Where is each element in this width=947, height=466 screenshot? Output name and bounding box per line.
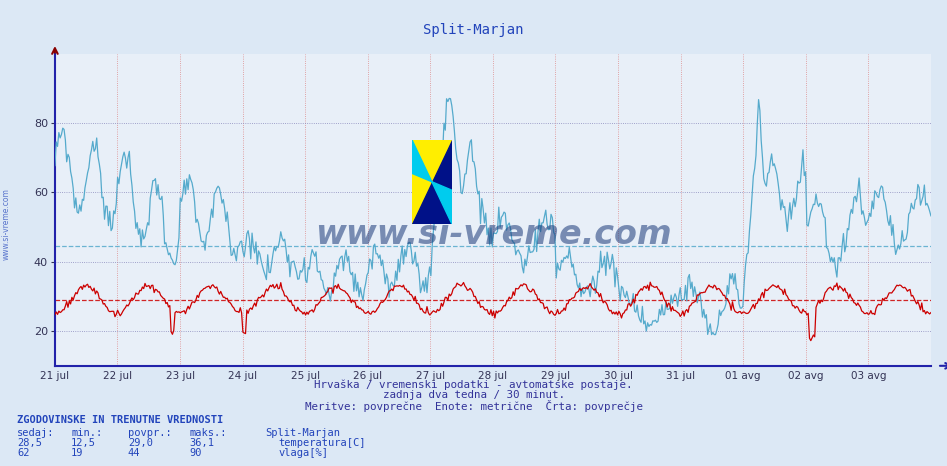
Text: 44: 44 [128, 448, 140, 458]
Text: sedaj:: sedaj: [17, 428, 55, 439]
Text: 62: 62 [17, 448, 29, 458]
Text: vlaga[%]: vlaga[%] [278, 448, 329, 458]
Text: ZGODOVINSKE IN TRENUTNE VREDNOSTI: ZGODOVINSKE IN TRENUTNE VREDNOSTI [17, 415, 223, 425]
Text: Split-Marjan: Split-Marjan [265, 428, 340, 439]
Text: Hrvaška / vremenski podatki - avtomatske postaje.: Hrvaška / vremenski podatki - avtomatske… [314, 379, 633, 390]
Text: maks.:: maks.: [189, 428, 227, 439]
Text: 29,0: 29,0 [128, 438, 152, 448]
Polygon shape [412, 140, 452, 224]
Text: 36,1: 36,1 [189, 438, 214, 448]
Text: temperatura[C]: temperatura[C] [278, 438, 366, 448]
Text: 19: 19 [71, 448, 83, 458]
Text: Split-Marjan: Split-Marjan [423, 23, 524, 37]
Polygon shape [412, 140, 452, 224]
Text: 28,5: 28,5 [17, 438, 42, 448]
Text: min.:: min.: [71, 428, 102, 439]
Polygon shape [412, 140, 452, 224]
Text: 90: 90 [189, 448, 202, 458]
Text: zadnja dva tedna / 30 minut.: zadnja dva tedna / 30 minut. [383, 390, 564, 400]
Text: povpr.:: povpr.: [128, 428, 171, 439]
Text: 12,5: 12,5 [71, 438, 96, 448]
Text: www.si-vreme.com: www.si-vreme.com [314, 218, 671, 251]
Text: Meritve: povprečne  Enote: metrične  Črta: povprečje: Meritve: povprečne Enote: metrične Črta:… [305, 400, 642, 412]
Text: www.si-vreme.com: www.si-vreme.com [1, 188, 10, 260]
